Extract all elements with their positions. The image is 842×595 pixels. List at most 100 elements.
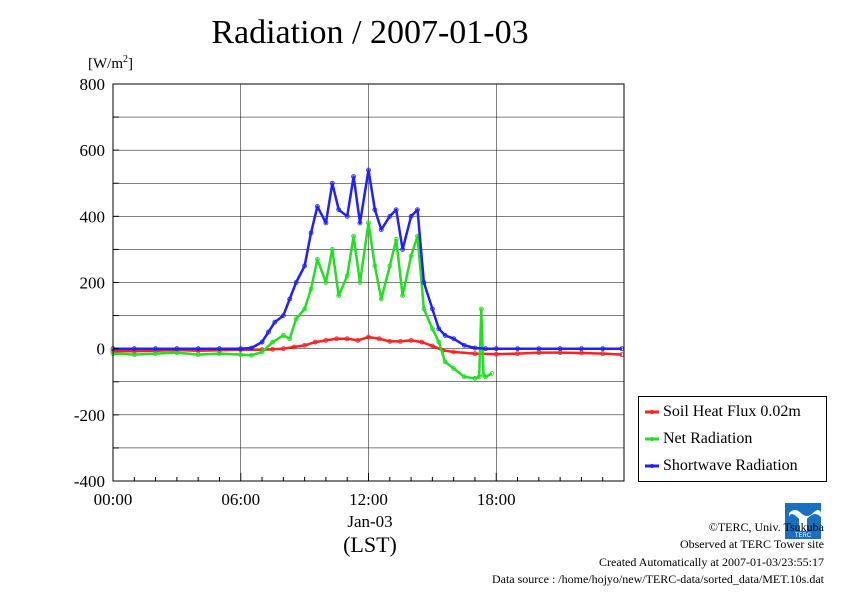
series-point [131, 346, 137, 352]
series-point [451, 366, 457, 371]
footer-observed: Observed at TERC Tower site [679, 537, 824, 551]
series-point [238, 346, 244, 352]
series-point [393, 207, 399, 213]
series-point [287, 296, 293, 302]
series-point [442, 333, 448, 338]
series-point [451, 336, 457, 342]
series-point [293, 316, 299, 322]
legend-swatch [645, 410, 659, 415]
series-line-1 [112, 221, 493, 380]
legend-item-soil-heat-flux: Soil Heat Flux 0.02m [645, 399, 801, 425]
legend-item-net-radiation: Net Radiation [645, 426, 752, 452]
y-axis-unit-label: [W/m2] [88, 54, 133, 72]
series-point [579, 346, 584, 352]
series-point [344, 273, 350, 279]
series-point [334, 336, 339, 342]
grid-lines [113, 84, 624, 481]
series-point [329, 180, 335, 186]
series-point [248, 352, 254, 358]
x-tick-label: 00:00 [94, 490, 133, 509]
series-point [461, 374, 467, 380]
series-point [329, 247, 335, 252]
footer-source: Data source : /home/hojyo/new/TERC-data/… [491, 572, 824, 586]
series-point [472, 351, 478, 357]
legend-label: Net Radiation [663, 430, 753, 447]
legend-item-shortwave-radiation: Shortwave Radiation [645, 453, 798, 479]
footer-copyright: ©TERC, Univ. Tsukuba [708, 520, 824, 534]
series-point [408, 337, 414, 343]
series-point [429, 343, 435, 349]
series-point [272, 319, 278, 325]
series-point [174, 346, 180, 352]
series-point [378, 227, 384, 232]
series-point [557, 346, 563, 352]
series-point [387, 213, 393, 219]
axis-ticks [112, 83, 625, 482]
series-point [378, 296, 384, 302]
footer-created: Created Automatically at 2007-01-03/23:5… [599, 555, 824, 569]
series-point [217, 351, 222, 357]
y-tick-label: -400 [74, 472, 105, 491]
series-point [308, 230, 314, 236]
series-point [421, 280, 427, 285]
series-point [472, 376, 478, 381]
series-point [259, 349, 265, 355]
x-axis-date-label: Jan-03 [347, 512, 393, 531]
series-point [336, 207, 342, 213]
series-point [442, 359, 448, 365]
series-point [493, 351, 499, 357]
series-point [408, 253, 414, 259]
series-point [393, 237, 399, 242]
series-point [600, 351, 606, 357]
series-point [344, 213, 350, 219]
series-point [366, 334, 371, 340]
series-point [351, 233, 356, 239]
y-tick-label: 800 [80, 75, 106, 94]
series-point [408, 213, 414, 219]
legend-swatch [645, 437, 659, 442]
axis-labels: -400 -200 0 200 400 600 800 00:00 06:00 12:00 18:0… [74, 75, 516, 509]
x-tick-label: 06:00 [221, 490, 260, 509]
series-point [195, 346, 201, 352]
series-point [429, 306, 435, 312]
series-point [515, 351, 520, 357]
series-point [217, 346, 222, 352]
series-point [472, 345, 478, 351]
series-point [493, 346, 499, 352]
series-point [436, 326, 442, 332]
series-point [153, 351, 158, 357]
series-point [483, 346, 489, 352]
y-tick-label: 400 [80, 207, 106, 226]
series-point [280, 313, 286, 318]
series-point [153, 346, 158, 352]
series-point [436, 339, 442, 345]
series-point [429, 326, 435, 332]
series-point [421, 306, 427, 312]
series-point [323, 220, 329, 226]
series-point [302, 263, 308, 269]
series-point [461, 342, 467, 348]
series-point [398, 338, 403, 344]
series-point [302, 342, 308, 348]
series-point [314, 204, 320, 209]
series-point [344, 336, 350, 342]
x-tick-label: 12:00 [349, 490, 388, 509]
y-tick-label: -200 [74, 406, 105, 425]
series-point [266, 329, 271, 335]
series-point [536, 346, 542, 352]
series-point [351, 174, 356, 180]
series-point [293, 280, 299, 285]
series-point [400, 247, 405, 252]
series-point [400, 293, 405, 299]
series-point [451, 349, 457, 355]
series-point [270, 339, 276, 345]
series-point [248, 345, 254, 351]
x-tick-label: 18:00 [477, 490, 516, 509]
series-point [489, 371, 495, 376]
series-point [355, 337, 361, 343]
series-point [366, 220, 371, 226]
terc-logo-icon: TERC [785, 503, 821, 539]
logo-text: TERC [795, 533, 812, 539]
series-point [387, 263, 393, 269]
series-point [357, 220, 363, 226]
